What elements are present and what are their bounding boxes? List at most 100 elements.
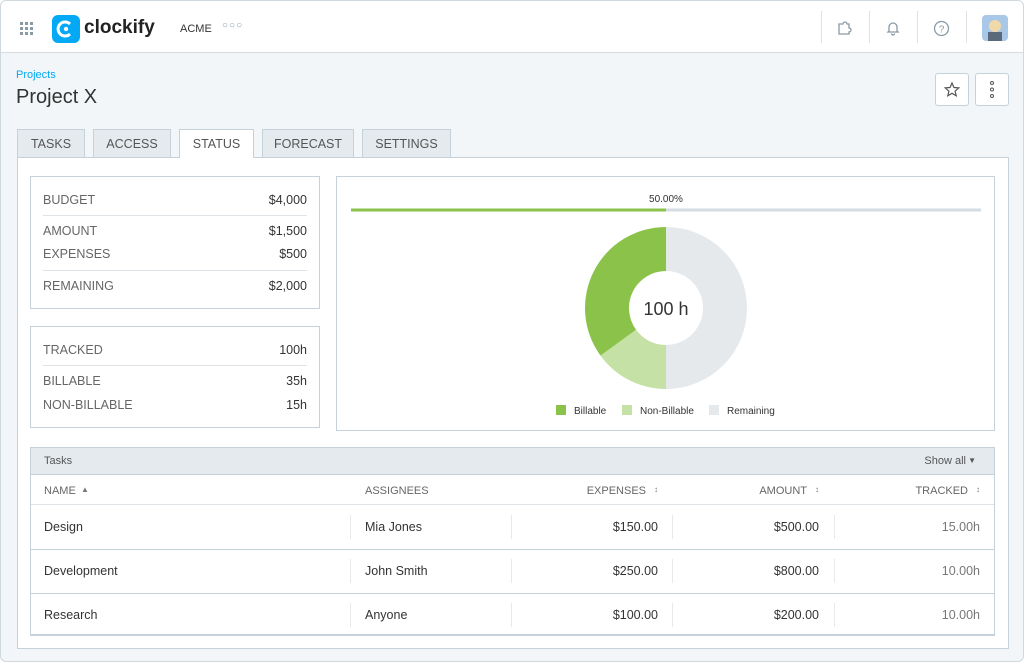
- tasks-table: Tasks Show all ▼ NAME ▲ ASSIGNEES EXPENSES ↕ AMO…: [30, 447, 995, 636]
- caret: ▼: [968, 456, 976, 465]
- page-title: Project X: [16, 86, 98, 108]
- cell-divider: [672, 559, 673, 583]
- logo[interactable]: [52, 15, 80, 43]
- divider: [917, 11, 918, 43]
- chart: 50.00% 100 h Billable Non-Billable Remaining: [351, 194, 981, 417]
- legend-swatch: [622, 405, 632, 415]
- cell: $250.00: [612, 564, 658, 578]
- stat-label: TRACKED: [43, 343, 103, 357]
- cell: Development: [44, 564, 118, 578]
- stat-label: NON-BILLABLE: [43, 398, 133, 412]
- cell: $100.00: [612, 608, 658, 622]
- tab[interactable]: SETTINGS: [362, 129, 451, 158]
- show-all[interactable]: Show all: [924, 455, 966, 467]
- stat-label: BUDGET: [43, 193, 96, 207]
- cell-divider: [350, 515, 351, 539]
- table-title: Tasks: [44, 455, 73, 467]
- stat-value: $4,000: [268, 193, 307, 207]
- cell-divider: [511, 559, 512, 583]
- cell: $800.00: [773, 564, 819, 578]
- cell-divider: [672, 515, 673, 539]
- budget-card: BUDGET $4,000 AMOUNT $1,500 EXPENSES $500 REMA…: [30, 176, 320, 309]
- separator: [31, 504, 994, 505]
- sort-icon: ↕: [976, 485, 980, 494]
- legend-swatch: [709, 405, 719, 415]
- cell: 15.00h: [941, 520, 980, 534]
- column-header[interactable]: AMOUNT: [759, 485, 807, 497]
- tab[interactable]: ACCESS: [93, 129, 171, 158]
- cell: Design: [44, 520, 83, 534]
- brand: clockify: [84, 17, 155, 38]
- chart-card: 50.00% 100 h Billable Non-Billable Remaining: [336, 176, 995, 431]
- donut-slice: [600, 329, 666, 389]
- more-dots[interactable]: ○○○: [222, 20, 244, 31]
- cell: $200.00: [773, 608, 819, 622]
- menu-button[interactable]: [975, 73, 1009, 106]
- cell-divider: [834, 559, 835, 583]
- bell-icon[interactable]: [885, 20, 901, 36]
- row-separator: [31, 593, 994, 594]
- cell-divider: [350, 603, 351, 627]
- donut-center-label: 100 h: [643, 299, 688, 319]
- sort-icon: ▲: [81, 485, 89, 494]
- cell: 10.00h: [941, 564, 980, 578]
- extension-icon[interactable]: [836, 20, 852, 36]
- top-bar: clockify ACME ○○○ ?: [1, 1, 1023, 53]
- separator: [43, 365, 307, 366]
- donut-slice: [585, 227, 666, 356]
- cell: Research: [44, 608, 98, 622]
- column-header[interactable]: NAME: [44, 485, 76, 497]
- legend-label: Billable: [574, 406, 607, 417]
- stat-value: 15h: [286, 398, 307, 412]
- legend-swatch: [556, 405, 566, 415]
- favorite-button[interactable]: [935, 73, 969, 106]
- tab[interactable]: STATUS: [179, 129, 254, 158]
- tab[interactable]: TASKS: [17, 129, 85, 158]
- stat-label: REMAINING: [43, 279, 114, 293]
- table-header: [31, 448, 994, 475]
- stat-label: EXPENSES: [43, 247, 111, 261]
- divider: [966, 11, 967, 43]
- stat-value: 35h: [286, 374, 307, 388]
- cell-divider: [511, 515, 512, 539]
- stat-value: $1,500: [268, 224, 307, 238]
- tab[interactable]: FORECAST: [262, 129, 354, 158]
- sort-icon: ↕: [815, 485, 819, 494]
- cell: $150.00: [612, 520, 658, 534]
- help-icon[interactable]: ?: [933, 20, 950, 37]
- separator: [43, 270, 307, 271]
- column-header[interactable]: EXPENSES: [586, 485, 646, 497]
- cell: John Smith: [365, 564, 428, 578]
- cell-divider: [511, 603, 512, 627]
- cell: Anyone: [365, 608, 408, 622]
- cell-divider: [834, 603, 835, 627]
- progress-label: 50.00%: [649, 194, 683, 205]
- column-header[interactable]: ASSIGNEES: [365, 485, 429, 497]
- stat-value: 100h: [279, 343, 307, 357]
- separator: [43, 215, 307, 216]
- divider: [821, 11, 822, 43]
- column-header[interactable]: TRACKED: [915, 485, 968, 497]
- legend-label: Remaining: [727, 406, 775, 417]
- stat-label: AMOUNT: [43, 224, 98, 238]
- stat-value: $500: [279, 247, 307, 261]
- avatar[interactable]: [982, 15, 1008, 41]
- cell-divider: [834, 515, 835, 539]
- legend-label: Non-Billable: [640, 406, 694, 417]
- cell-divider: [672, 603, 673, 627]
- cell-divider: [350, 559, 351, 583]
- divider: [869, 11, 870, 43]
- tracked-card: TRACKED 100h BILLABLE 35h NON-BILLABLE 15h: [30, 326, 320, 428]
- workspace[interactable]: ACME: [180, 23, 212, 35]
- cell: 10.00h: [941, 608, 980, 622]
- apps-icon[interactable]: [19, 21, 35, 37]
- row-separator: [31, 549, 994, 550]
- breadcrumb[interactable]: Projects: [16, 69, 56, 81]
- cell: Mia Jones: [365, 520, 422, 534]
- stat-label: BILLABLE: [43, 374, 101, 388]
- stat-value: $2,000: [268, 279, 307, 293]
- svg-text:?: ?: [939, 25, 945, 36]
- donut-slice: [666, 227, 747, 389]
- cell: $500.00: [773, 520, 819, 534]
